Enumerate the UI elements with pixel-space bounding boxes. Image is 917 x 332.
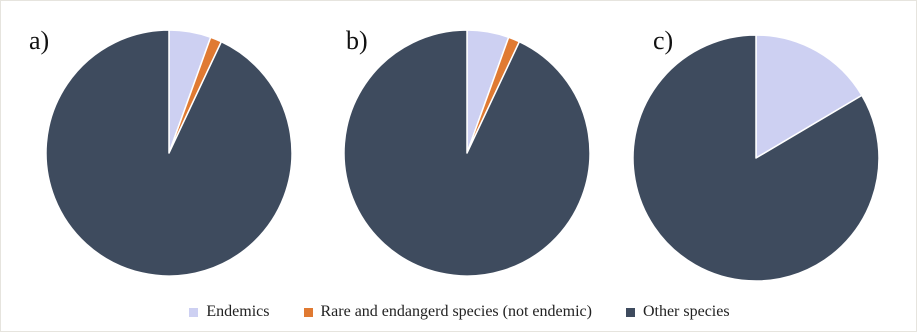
legend-label-other: Other species	[642, 303, 730, 320]
legend-item-other: Other species	[625, 303, 730, 321]
legend: Endemics Rare and endangerd species (not…	[1, 299, 917, 325]
legend-item-rare: Rare and endangerd species (not endemic)	[303, 303, 592, 321]
legend-item-endemics: Endemics	[189, 303, 270, 321]
legend-label-rare: Rare and endangerd species (not endemic)	[320, 303, 592, 320]
pie-c-slice-other	[632, 34, 880, 282]
pie-chart-a	[45, 29, 293, 277]
legend-swatch-endemics	[189, 307, 199, 317]
panel-label-a: a)	[29, 26, 49, 55]
pie-a-slice-other	[45, 29, 293, 277]
pie-b-slice-other	[343, 29, 591, 277]
legend-swatch-other	[625, 307, 635, 317]
pie-c-slice-endemics	[755, 34, 863, 159]
legend-swatch-rare	[303, 307, 313, 317]
pie-chart-b	[343, 29, 591, 277]
panel-label-b: b)	[346, 26, 368, 55]
pie-charts: a) b) c)	[29, 26, 880, 282]
pie-chart-c	[632, 34, 880, 282]
panel-label-c: c)	[653, 26, 673, 55]
legend-label-endemics: Endemics	[206, 303, 270, 320]
